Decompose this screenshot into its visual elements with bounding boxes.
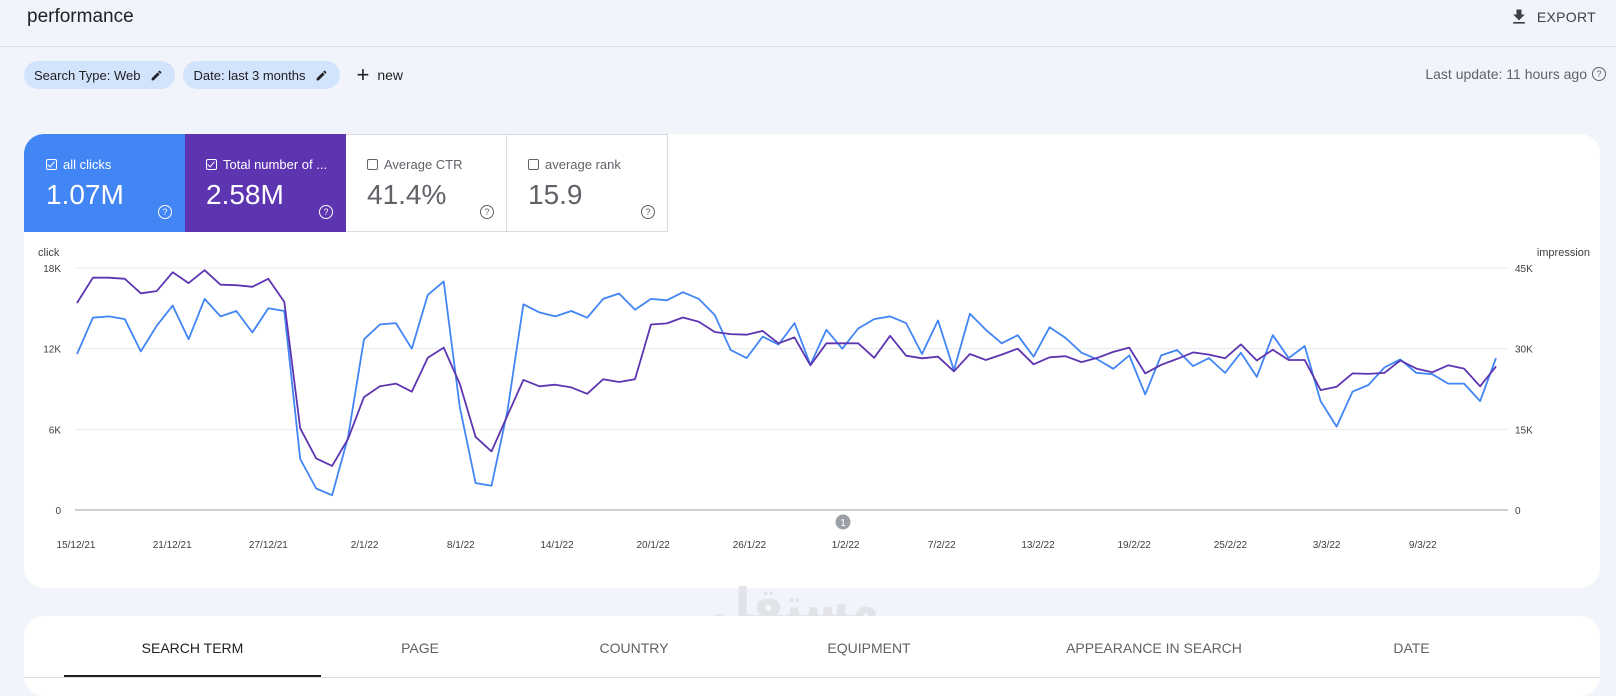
metric-tile-impressions[interactable]: Total number of ... 2.58M ? — [185, 134, 346, 232]
x-tick-label: 9/3/22 — [1409, 540, 1437, 551]
metric-label: Total number of ... — [223, 157, 328, 172]
new-filter-label: new — [377, 67, 404, 83]
annotation-label: 1 — [840, 518, 846, 529]
y-tick-label-right: 30K — [1515, 345, 1533, 356]
metric-label: Average CTR — [384, 157, 463, 172]
search-type-label: Search Type: Web — [34, 67, 141, 83]
metric-tile-rank[interactable]: average rank 15.9 ? — [507, 134, 668, 232]
y-tick-label-left: 18K — [43, 264, 61, 275]
y-tick-label-left: 6K — [49, 425, 62, 436]
export-label: EXPORT — [1536, 9, 1596, 25]
x-tick-label: 15/12/21 — [57, 540, 96, 551]
new-filter-button[interactable]: + new — [356, 64, 403, 86]
left-axis-title: click — [38, 247, 60, 259]
metric-label: average rank — [545, 157, 621, 172]
help-icon[interactable]: ? — [319, 205, 333, 219]
page-title: performance — [27, 6, 134, 27]
y-tick-label-left: 12K — [43, 345, 61, 356]
checkbox-icon — [46, 159, 57, 170]
x-tick-label: 26/1/22 — [733, 540, 767, 551]
x-tick-label: 13/2/22 — [1021, 540, 1055, 551]
x-tick-label: 19/2/22 — [1118, 540, 1152, 551]
last-update-text: Last update: 11 hours ago — [1425, 66, 1587, 82]
line-chart: 18K 45K 12K 30K 6K 15K 0 0 15/12/21 21/12/21 27/12… — [43, 264, 1533, 551]
download-icon — [1513, 9, 1525, 24]
y-tick-label-left: 0 — [55, 506, 61, 517]
metric-tile-ctr[interactable]: Average CTR 41.4% ? — [346, 134, 507, 232]
x-tick-label: 14/1/22 — [540, 540, 574, 551]
date-label: Date: last 3 months — [193, 67, 306, 83]
metric-value: 15.9 — [528, 179, 583, 210]
export-button[interactable]: EXPORT — [1509, 7, 1596, 27]
x-tick-label: 25/2/22 — [1214, 540, 1248, 551]
checkbox-icon — [206, 159, 217, 170]
tab-search-term[interactable]: SEARCH TERM — [141, 640, 244, 656]
tab-divider — [24, 677, 1600, 678]
metric-tiles: all clicks 1.07M ? Total number of ... 2… — [24, 134, 668, 232]
tab-date[interactable]: DATE — [1393, 640, 1430, 656]
help-icon[interactable]: ? — [480, 205, 494, 219]
x-tick-label: 3/3/22 — [1313, 540, 1341, 551]
help-icon[interactable]: ? — [158, 205, 172, 219]
y-tick-label-right: 0 — [1515, 506, 1521, 517]
dimension-tabs: SEARCH TERM PAGE COUNTRY EQUIPMENT APPEA… — [24, 616, 1600, 696]
metric-value: 1.07M — [46, 179, 124, 210]
x-tick-label: 1/2/22 — [832, 540, 860, 551]
clicks-series-line — [76, 280, 1497, 497]
page-header: performance EXPORT — [0, 0, 1616, 47]
tab-country[interactable]: COUNTRY — [599, 640, 669, 656]
tab-appearance-in-search[interactable]: APPEARANCE IN SEARCH — [1066, 640, 1242, 656]
metric-value: 41.4% — [367, 179, 447, 210]
y-tick-label-right: 15K — [1515, 425, 1533, 436]
pencil-icon — [317, 70, 327, 80]
right-axis-title: impression — [1536, 247, 1590, 259]
x-tick-label: 2/1/22 — [351, 540, 379, 551]
last-update: Last update: 11 hours ago ? — [1425, 66, 1606, 82]
pencil-icon — [152, 70, 162, 80]
impressions-series-line — [76, 269, 1497, 467]
metric-value: 2.58M — [206, 179, 284, 210]
x-tick-label: 8/1/22 — [447, 540, 475, 551]
metric-label: all clicks — [63, 157, 112, 172]
help-icon[interactable]: ? — [641, 205, 655, 219]
x-tick-label: 20/1/22 — [637, 540, 671, 551]
filter-bar: Search Type: Web Date: last 3 months + n… — [24, 61, 403, 89]
metric-tile-clicks[interactable]: all clicks 1.07M ? — [24, 134, 185, 232]
x-tick-label: 21/12/21 — [153, 540, 192, 551]
help-icon[interactable]: ? — [1592, 67, 1606, 81]
checkbox-icon — [528, 159, 539, 170]
tab-page[interactable]: PAGE — [401, 640, 439, 656]
y-tick-label-right: 45K — [1515, 264, 1533, 275]
x-tick-label: 27/12/21 — [249, 540, 288, 551]
annotation-marker — [835, 514, 851, 530]
plus-icon: + — [356, 62, 370, 87]
tab-equipment[interactable]: EQUIPMENT — [827, 640, 911, 656]
search-type-chip[interactable]: Search Type: Web — [24, 61, 176, 89]
performance-chart-card: all clicks 1.07M ? Total number of ... 2… — [24, 134, 1600, 588]
checkbox-icon — [367, 159, 378, 170]
x-tick-label: 7/2/22 — [928, 540, 956, 551]
active-tab-indicator — [64, 675, 321, 677]
date-chip[interactable]: Date: last 3 months — [183, 61, 341, 89]
